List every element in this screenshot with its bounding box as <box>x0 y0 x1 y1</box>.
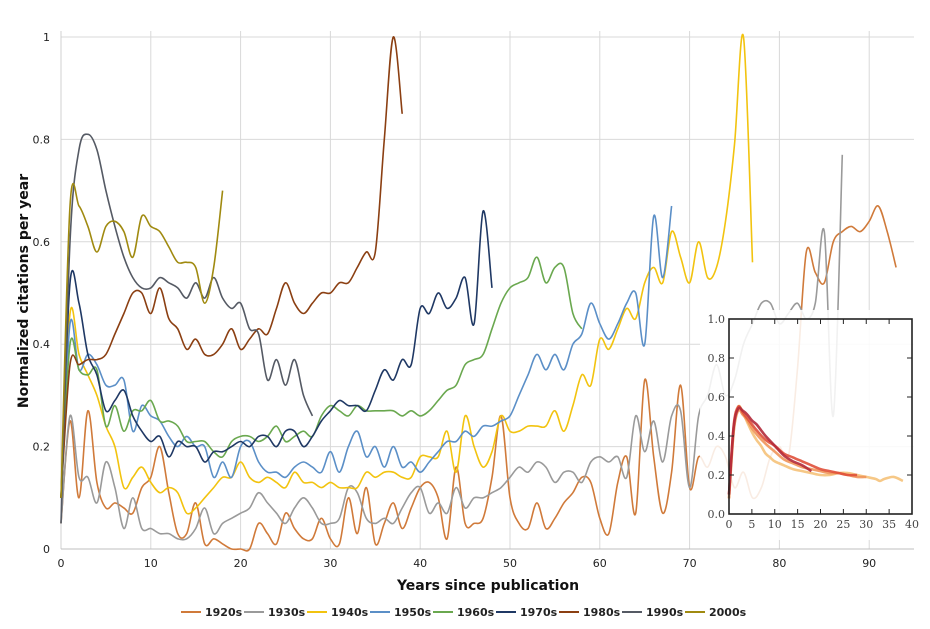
x-tick-label: 30 <box>323 557 337 570</box>
legend: 1920s 1930s 1940s 1950s 1960s 1970s 1980s 1990s… <box>181 606 747 619</box>
series-line-1970s <box>60 210 493 498</box>
inset-y-tick-label: 0.4 <box>708 430 726 443</box>
inset-x-tick-label: 10 <box>768 518 782 531</box>
legend-label-1960s: 1960s <box>457 606 495 619</box>
series-line-1960s <box>60 256 583 498</box>
y-tick-label: 0.6 <box>33 236 51 249</box>
y-tick-label: 0.4 <box>33 338 51 351</box>
y-tick-label: 1 <box>43 31 50 44</box>
legend-label-1970s: 1970s <box>520 606 558 619</box>
inset-background <box>700 310 925 540</box>
inset-x-tick-label: 20 <box>814 518 828 531</box>
legend-label-1940s: 1940s <box>331 606 369 619</box>
inset-series-line <box>727 406 813 495</box>
inset-chart: 0.0 0.2 0.4 0.6 0.8 1.0 0 5 10 15 20 25 30 35 40 <box>700 310 925 540</box>
x-tick-labels: 0 10 20 30 40 50 60 70 80 90 <box>58 557 877 570</box>
inset-y-tick-label: 0.6 <box>708 391 726 404</box>
x-tick-label: 20 <box>234 557 248 570</box>
legend-label-1930s: 1930s <box>268 606 306 619</box>
legend-label-1990s: 1990s <box>646 606 684 619</box>
inset-x-tick-label: 15 <box>791 518 805 531</box>
y-tick-label: 0 <box>43 543 50 556</box>
series-lines <box>60 33 897 552</box>
x-tick-label: 70 <box>683 557 697 570</box>
inset-x-tick-label: 30 <box>859 518 873 531</box>
x-axis-title: Years since publication <box>396 578 579 594</box>
inset-x-tick-label: 40 <box>905 518 919 531</box>
y-tick-label: 0.2 <box>33 441 51 454</box>
inset-x-tick-label: 25 <box>836 518 850 531</box>
inset-y-tick-label: 0.2 <box>708 469 726 482</box>
y-axis-title: Normalized citations per year <box>16 174 32 408</box>
x-tick-label: 40 <box>413 557 427 570</box>
x-tick-label: 80 <box>772 557 786 570</box>
x-tick-label: 60 <box>593 557 607 570</box>
x-tick-label: 50 <box>503 557 517 570</box>
series-line-1980s <box>60 36 403 498</box>
inset-x-tick-label: 0 <box>726 518 733 531</box>
series-line-1990s <box>60 133 314 524</box>
inset-y-tick-label: 0.8 <box>708 352 726 365</box>
series-line-2000s <box>60 183 224 498</box>
x-tick-label: 90 <box>862 557 876 570</box>
legend-label-2000s: 2000s <box>709 606 747 619</box>
x-tick-label: 10 <box>144 557 158 570</box>
legend-label-1920s: 1920s <box>205 606 243 619</box>
series-line-1950s <box>60 205 673 498</box>
legend-label-1980s: 1980s <box>583 606 621 619</box>
series-line-1940s <box>60 33 754 515</box>
inset-x-tick-label: 5 <box>748 518 755 531</box>
inset-x-tick-label: 35 <box>882 518 896 531</box>
y-tick-label: 0.8 <box>33 133 51 146</box>
inset-y-tick-label: 0.0 <box>708 508 726 521</box>
x-tick-label: 0 <box>58 557 65 570</box>
legend-label-1950s: 1950s <box>394 606 432 619</box>
y-tick-labels: 0 0.2 0.4 0.6 0.8 1 <box>33 31 51 556</box>
inset-y-tick-label: 1.0 <box>708 313 726 326</box>
